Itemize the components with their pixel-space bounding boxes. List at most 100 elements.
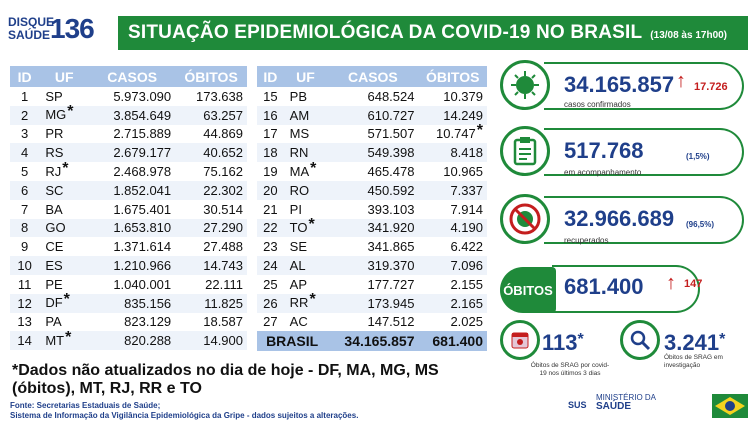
cell-id-text: 24 bbox=[263, 258, 278, 274]
cell-obitos-text: 22.111 bbox=[205, 276, 243, 292]
cell-uf: AP bbox=[284, 275, 328, 294]
cell-obitos: 75.162 bbox=[175, 162, 247, 181]
cell-obitos: 2.155 bbox=[418, 275, 487, 294]
cell-obitos-text: 7.914 bbox=[450, 201, 483, 217]
cell-casos: 549.398 bbox=[327, 143, 419, 163]
cell-uf-text: CE bbox=[45, 239, 64, 255]
table-row: 11 PE 1.040.001 22.111 bbox=[10, 275, 247, 294]
table-row: 7 BA 1.675.401 30.514 bbox=[10, 200, 247, 219]
cell-casos: 5.973.090 bbox=[89, 87, 175, 106]
cell-uf: ES bbox=[39, 256, 90, 275]
cell-casos: 341.865 bbox=[327, 237, 418, 256]
cell-obitos-text: 14.743 bbox=[203, 258, 243, 274]
cell-obitos: 173.638 bbox=[175, 87, 247, 106]
calendar-icon bbox=[500, 320, 540, 360]
cell-id: 6 bbox=[10, 180, 40, 200]
col-uf: UF bbox=[39, 66, 90, 87]
logo-line2: SAÚDE bbox=[8, 28, 51, 42]
cell-obitos-text: 6.422 bbox=[450, 239, 483, 255]
cell-id-text: 6 bbox=[21, 182, 29, 198]
cell-id-text: 10 bbox=[17, 258, 32, 274]
table-row: 23 SE 341.865 6.422 bbox=[257, 237, 487, 256]
cell-uf: AM bbox=[283, 105, 328, 125]
cell-id: 19 bbox=[257, 162, 284, 181]
cell-obitos-text: 22.302 bbox=[203, 182, 243, 198]
cell-obitos-text: 10.379 bbox=[443, 88, 483, 104]
cell-uf: AC bbox=[284, 313, 328, 332]
cell-obitos-text: 2.155 bbox=[450, 276, 483, 292]
cell-uf-text: TO bbox=[289, 219, 308, 235]
srag-3days-number: 113 bbox=[542, 330, 578, 355]
cell-casos: 465.478 bbox=[327, 162, 418, 181]
cell-uf-text: AL bbox=[289, 258, 306, 274]
cell-obitos-text: 4.190 bbox=[450, 220, 483, 236]
table-row: 5 RJ* 2.468.978 75.162 bbox=[10, 160, 247, 181]
cell-id-text: 22 bbox=[263, 220, 278, 236]
cell-casos-text: 341.865 bbox=[367, 239, 415, 255]
cell-casos: 1.371.614 bbox=[89, 237, 175, 256]
srag-investigation-asterisk: * bbox=[719, 331, 726, 348]
cell-id-text: 7 bbox=[21, 201, 29, 217]
srag-investigation-number: 3.241 bbox=[664, 330, 720, 355]
cell-casos-text: 820.288 bbox=[124, 333, 172, 349]
col-obitos: ÓBITOS bbox=[175, 66, 247, 87]
source-line2: Sistema de Informação da Vigilância Epid… bbox=[10, 411, 359, 420]
cell-uf-text: RJ bbox=[45, 163, 62, 179]
cell-obitos: 27.290 bbox=[175, 218, 247, 238]
cell-casos: 1.852.041 bbox=[89, 180, 176, 200]
cell-casos: 835.156 bbox=[89, 293, 176, 313]
ministry-line2: SAÚDE bbox=[596, 401, 632, 412]
cell-obitos-text: 18.587 bbox=[203, 314, 243, 330]
cell-uf-text: AM bbox=[289, 107, 310, 123]
cell-obitos-text: 27.488 bbox=[203, 239, 243, 255]
cell-id-text: 21 bbox=[263, 201, 278, 217]
cell-obitos-text: 7.337 bbox=[450, 182, 483, 198]
cell-uf-text: MG bbox=[45, 107, 67, 123]
cell-id: 1 bbox=[10, 87, 39, 106]
asterisk: * bbox=[310, 159, 317, 177]
asterisk: * bbox=[476, 121, 483, 139]
table-row: 27 AC 147.512 2.025 bbox=[257, 313, 487, 332]
cell-id: 16 bbox=[257, 105, 284, 125]
table-row: 26 RR* 173.945 2.165 bbox=[257, 291, 487, 313]
cell-uf-text: GO bbox=[45, 220, 66, 236]
cell-id-text: 13 bbox=[17, 314, 32, 330]
cell-casos: 173.945 bbox=[327, 293, 419, 313]
cell-casos-text: 835.156 bbox=[124, 295, 172, 311]
cell-id-text: 14 bbox=[17, 333, 32, 349]
summary-panel: 34.165.857 ↑ 17.726 casos confirmados 51… bbox=[500, 60, 750, 398]
cell-id: 4 bbox=[10, 143, 40, 163]
states-table-left: ID UF CASOS ÓBITOS 1 SP 5.973.090 173.638 2 M… bbox=[10, 66, 247, 351]
cell-uf: DF* bbox=[39, 291, 90, 313]
cell-id-text: 1 bbox=[21, 88, 29, 104]
cell-uf: MG* bbox=[39, 103, 90, 125]
confirmed-box bbox=[544, 62, 744, 110]
cell-id-text: 3 bbox=[21, 126, 29, 142]
table-row: 13 PA 823.129 18.587 bbox=[10, 313, 247, 332]
cell-casos: 450.592 bbox=[327, 180, 419, 200]
cell-uf-text: RO bbox=[289, 182, 310, 198]
table-row: 19 MA* 465.478 10.965 bbox=[257, 159, 487, 181]
cell-obitos-text: 30.514 bbox=[203, 201, 243, 217]
cell-id-text: 12 bbox=[17, 295, 32, 311]
cell-uf: RS bbox=[39, 143, 90, 163]
cell-uf-text: RN bbox=[289, 145, 309, 161]
cell-uf-text: AC bbox=[289, 314, 308, 330]
total-obitos: 681.400 bbox=[418, 331, 487, 352]
cell-casos-text: 147.512 bbox=[367, 314, 415, 330]
brazil-flag-icon bbox=[712, 394, 748, 418]
cell-uf: PA bbox=[39, 313, 89, 332]
cell-id-text: 15 bbox=[263, 88, 278, 104]
cell-id: 27 bbox=[257, 313, 284, 332]
cell-obitos: 7.914 bbox=[418, 200, 487, 219]
deaths-delta: 147 bbox=[684, 278, 703, 290]
ministry-line1: MINISTÉRIO DA bbox=[596, 393, 657, 402]
table-row: 25 AP 177.727 2.155 bbox=[257, 275, 487, 294]
cell-casos: 1.653.810 bbox=[89, 218, 176, 238]
total-casos: 34.165.857 bbox=[327, 331, 419, 352]
sus-logo: SUS bbox=[568, 400, 587, 410]
cell-id: 15 bbox=[257, 87, 284, 106]
cell-uf: PE bbox=[39, 275, 89, 294]
cell-obitos: 4.190 bbox=[418, 218, 487, 238]
cell-id: 25 bbox=[257, 275, 284, 294]
